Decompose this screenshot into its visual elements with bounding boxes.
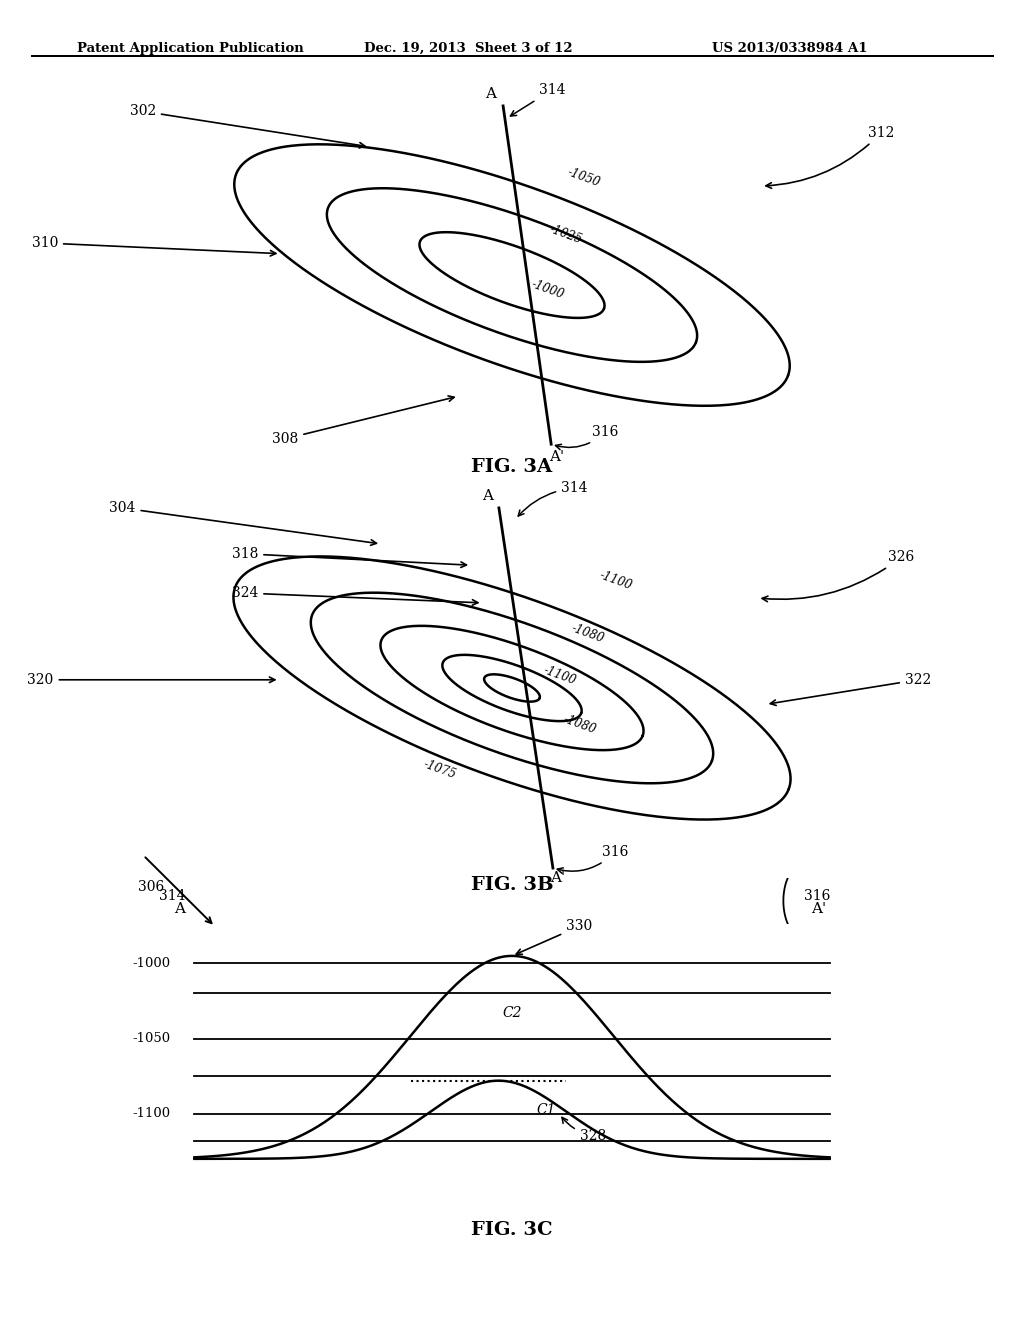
Text: FIG. 3A: FIG. 3A: [471, 458, 553, 477]
Text: 314: 314: [518, 480, 588, 516]
Text: A: A: [482, 488, 493, 503]
Text: C1: C1: [536, 1104, 556, 1117]
Text: -1080: -1080: [569, 622, 605, 645]
Text: 326: 326: [762, 550, 914, 602]
Text: -1100: -1100: [597, 569, 634, 593]
Text: 308: 308: [272, 396, 454, 446]
Text: 312: 312: [766, 125, 895, 189]
Text: 322: 322: [770, 673, 931, 705]
Text: A: A: [174, 903, 185, 916]
Text: Patent Application Publication: Patent Application Publication: [77, 42, 303, 55]
Text: -1025: -1025: [548, 222, 584, 246]
Text: 320: 320: [28, 673, 274, 686]
Text: 330: 330: [516, 919, 592, 954]
Text: A': A': [811, 903, 826, 916]
Text: US 2013/0338984 A1: US 2013/0338984 A1: [712, 42, 867, 55]
Text: FIG. 3C: FIG. 3C: [471, 1221, 553, 1239]
Text: -1100: -1100: [542, 664, 578, 688]
Text: 316: 316: [804, 890, 830, 903]
Text: -1100: -1100: [132, 1107, 171, 1121]
Text: 314: 314: [510, 83, 565, 116]
Text: 302: 302: [130, 104, 365, 148]
Text: 328: 328: [562, 1117, 606, 1143]
Text: A': A': [550, 871, 565, 886]
Text: 304: 304: [110, 500, 377, 545]
Text: 318: 318: [231, 546, 467, 568]
Text: 324: 324: [231, 586, 478, 606]
Text: Dec. 19, 2013  Sheet 3 of 12: Dec. 19, 2013 Sheet 3 of 12: [364, 42, 572, 55]
Text: 316: 316: [557, 845, 629, 874]
Text: -1080: -1080: [561, 713, 597, 737]
Text: 310: 310: [32, 236, 275, 256]
Text: -1050: -1050: [132, 1032, 171, 1045]
Text: -1000: -1000: [132, 957, 171, 970]
Text: 314: 314: [159, 890, 185, 903]
Text: C2: C2: [502, 1006, 522, 1020]
Text: A': A': [549, 450, 564, 463]
Text: -1000: -1000: [529, 277, 566, 301]
Text: -1075: -1075: [422, 758, 459, 781]
Text: A: A: [485, 87, 497, 100]
Text: 306: 306: [138, 880, 165, 894]
Text: FIG. 3B: FIG. 3B: [471, 876, 553, 894]
Text: 316: 316: [555, 425, 618, 450]
Text: -1050: -1050: [565, 165, 602, 189]
